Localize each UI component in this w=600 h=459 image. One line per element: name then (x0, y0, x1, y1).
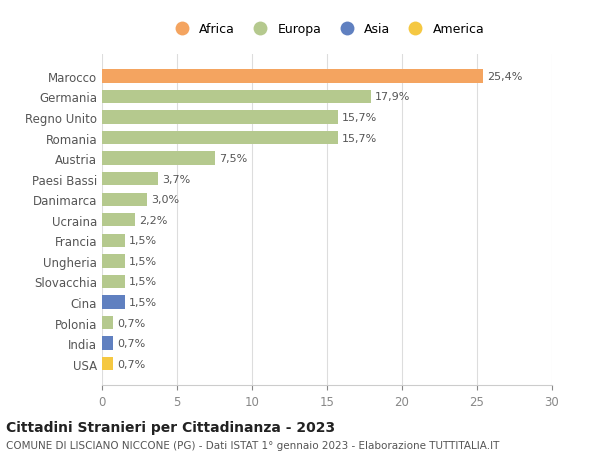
Bar (102, 275, 125, 289)
Bar (102, 316, 113, 330)
Bar (102, 296, 125, 309)
Text: 1,5%: 1,5% (129, 236, 157, 246)
Text: 25,4%: 25,4% (487, 72, 523, 82)
Text: 3,0%: 3,0% (151, 195, 179, 205)
Bar (102, 357, 113, 370)
Bar (102, 70, 483, 84)
Text: 0,7%: 0,7% (117, 359, 145, 369)
Bar (102, 213, 135, 227)
Bar (102, 255, 125, 268)
Bar (102, 234, 125, 247)
Bar (102, 111, 337, 124)
Text: 1,5%: 1,5% (129, 297, 157, 308)
Text: 0,7%: 0,7% (117, 338, 145, 348)
Text: 15,7%: 15,7% (342, 113, 377, 123)
Bar (102, 173, 157, 186)
Text: 17,9%: 17,9% (375, 92, 410, 102)
Text: 15,7%: 15,7% (342, 133, 377, 143)
Bar (102, 193, 147, 207)
Bar (102, 337, 113, 350)
Bar (102, 132, 337, 145)
Text: 7,5%: 7,5% (219, 154, 247, 164)
Bar (102, 152, 215, 165)
Text: COMUNE DI LISCIANO NICCONE (PG) - Dati ISTAT 1° gennaio 2023 - Elaborazione TUTT: COMUNE DI LISCIANO NICCONE (PG) - Dati I… (6, 440, 499, 450)
Bar (102, 90, 371, 104)
Text: 1,5%: 1,5% (129, 277, 157, 287)
Text: 3,7%: 3,7% (162, 174, 190, 185)
Text: 1,5%: 1,5% (129, 256, 157, 266)
Legend: Africa, Europa, Asia, America: Africa, Europa, Asia, America (164, 18, 490, 41)
Text: 2,2%: 2,2% (139, 215, 168, 225)
Text: 0,7%: 0,7% (117, 318, 145, 328)
Text: Cittadini Stranieri per Cittadinanza - 2023: Cittadini Stranieri per Cittadinanza - 2… (6, 420, 335, 434)
